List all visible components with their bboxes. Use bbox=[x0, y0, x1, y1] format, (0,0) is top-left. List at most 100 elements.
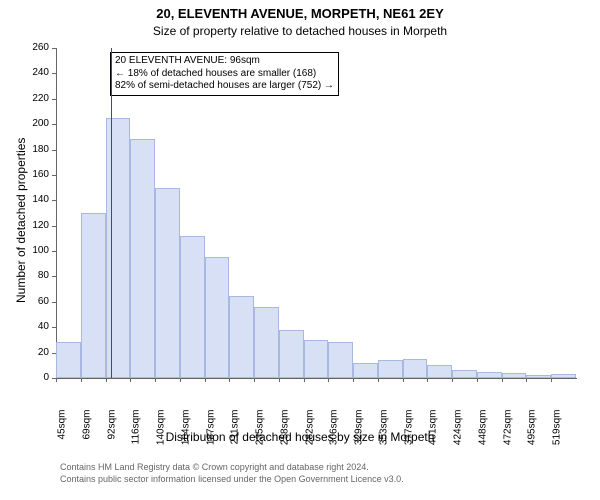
y-tick-label: 80 bbox=[23, 270, 49, 281]
x-tick-label: 258sqm bbox=[279, 410, 290, 454]
x-tick-mark bbox=[551, 378, 552, 382]
x-tick-mark bbox=[403, 378, 404, 382]
x-tick-mark bbox=[304, 378, 305, 382]
x-tick-mark bbox=[81, 378, 82, 382]
x-tick-label: 235sqm bbox=[255, 410, 266, 454]
y-tick-label: 200 bbox=[23, 118, 49, 129]
page-subtitle: Size of property relative to detached ho… bbox=[0, 24, 600, 38]
y-tick-label: 140 bbox=[23, 194, 49, 205]
x-tick-label: 164sqm bbox=[180, 410, 191, 454]
histogram-bar bbox=[452, 370, 477, 378]
info-box-line: 82% of semi-detached houses are larger (… bbox=[115, 80, 334, 93]
x-tick-label: 495sqm bbox=[527, 410, 538, 454]
histogram-bar bbox=[304, 340, 329, 378]
x-tick-mark bbox=[155, 378, 156, 382]
histogram-bar bbox=[81, 213, 106, 378]
histogram-bar bbox=[526, 375, 551, 378]
x-tick-label: 140sqm bbox=[156, 410, 167, 454]
y-tick-label: 160 bbox=[23, 169, 49, 180]
y-tick-label: 240 bbox=[23, 67, 49, 78]
histogram-bar bbox=[180, 236, 205, 378]
x-tick-label: 211sqm bbox=[230, 410, 241, 454]
histogram-bar bbox=[403, 359, 428, 378]
y-tick-label: 180 bbox=[23, 144, 49, 155]
y-tick-label: 260 bbox=[23, 42, 49, 53]
histogram-bar bbox=[130, 139, 155, 378]
chart-container: 20, ELEVENTH AVENUE, MORPETH, NE61 2EY S… bbox=[0, 0, 600, 500]
x-tick-mark bbox=[378, 378, 379, 382]
y-tick-label: 60 bbox=[23, 296, 49, 307]
y-tick-mark bbox=[52, 251, 56, 252]
x-tick-mark bbox=[106, 378, 107, 382]
x-tick-label: 448sqm bbox=[477, 410, 488, 454]
x-tick-label: 401sqm bbox=[428, 410, 439, 454]
x-tick-mark bbox=[130, 378, 131, 382]
histogram-bar bbox=[254, 307, 279, 378]
y-tick-mark bbox=[52, 200, 56, 201]
histogram-bar bbox=[427, 365, 452, 378]
x-tick-mark bbox=[328, 378, 329, 382]
x-tick-mark bbox=[229, 378, 230, 382]
y-tick-mark bbox=[52, 327, 56, 328]
y-tick-label: 220 bbox=[23, 93, 49, 104]
info-box-line: ← 18% of detached houses are smaller (16… bbox=[115, 68, 334, 81]
x-tick-mark bbox=[205, 378, 206, 382]
x-tick-mark bbox=[279, 378, 280, 382]
y-tick-mark bbox=[52, 276, 56, 277]
y-tick-mark bbox=[52, 124, 56, 125]
histogram-bar bbox=[205, 257, 230, 378]
y-tick-mark bbox=[52, 302, 56, 303]
x-tick-mark bbox=[477, 378, 478, 382]
x-tick-label: 306sqm bbox=[329, 410, 340, 454]
reference-line bbox=[111, 48, 112, 378]
histogram-bar bbox=[502, 373, 527, 378]
x-tick-label: 116sqm bbox=[131, 410, 142, 454]
x-tick-mark bbox=[427, 378, 428, 382]
y-tick-label: 100 bbox=[23, 245, 49, 256]
footer-line-2: Contains public sector information licen… bbox=[60, 474, 404, 486]
x-tick-mark bbox=[56, 378, 57, 382]
histogram-bar bbox=[155, 188, 180, 378]
x-tick-label: 92sqm bbox=[106, 410, 117, 454]
histogram-bar bbox=[279, 330, 304, 378]
x-tick-label: 329sqm bbox=[354, 410, 365, 454]
y-tick-mark bbox=[52, 150, 56, 151]
x-tick-mark bbox=[180, 378, 181, 382]
footer-line-1: Contains HM Land Registry data © Crown c… bbox=[60, 462, 404, 474]
histogram-bar bbox=[328, 342, 353, 378]
x-tick-label: 472sqm bbox=[502, 410, 513, 454]
histogram-bar bbox=[477, 372, 502, 378]
histogram-bar bbox=[378, 360, 403, 378]
histogram-bar bbox=[229, 296, 254, 379]
page-title: 20, ELEVENTH AVENUE, MORPETH, NE61 2EY bbox=[0, 6, 600, 21]
x-tick-mark bbox=[452, 378, 453, 382]
x-tick-mark bbox=[254, 378, 255, 382]
x-tick-mark bbox=[353, 378, 354, 382]
histogram-bar bbox=[551, 374, 576, 378]
x-tick-label: 377sqm bbox=[403, 410, 414, 454]
info-box-line: 20 ELEVENTH AVENUE: 96sqm bbox=[115, 55, 334, 68]
y-tick-mark bbox=[52, 48, 56, 49]
y-tick-label: 0 bbox=[23, 372, 49, 383]
x-tick-mark bbox=[502, 378, 503, 382]
y-tick-mark bbox=[52, 226, 56, 227]
x-tick-label: 424sqm bbox=[453, 410, 464, 454]
reference-info-box: 20 ELEVENTH AVENUE: 96sqm← 18% of detach… bbox=[110, 52, 339, 96]
y-tick-label: 20 bbox=[23, 347, 49, 358]
x-tick-label: 45sqm bbox=[57, 410, 68, 454]
y-tick-label: 40 bbox=[23, 321, 49, 332]
histogram-bar bbox=[353, 363, 378, 378]
footer-attribution: Contains HM Land Registry data © Crown c… bbox=[60, 462, 404, 485]
x-tick-label: 282sqm bbox=[304, 410, 315, 454]
y-tick-label: 120 bbox=[23, 220, 49, 231]
x-tick-label: 69sqm bbox=[81, 410, 92, 454]
x-tick-mark bbox=[526, 378, 527, 382]
x-tick-label: 353sqm bbox=[378, 410, 389, 454]
histogram-bar bbox=[106, 118, 131, 378]
x-tick-label: 187sqm bbox=[205, 410, 216, 454]
x-tick-label: 519sqm bbox=[552, 410, 563, 454]
y-tick-mark bbox=[52, 175, 56, 176]
histogram-bar bbox=[56, 342, 81, 378]
y-tick-mark bbox=[52, 73, 56, 74]
y-tick-mark bbox=[52, 99, 56, 100]
